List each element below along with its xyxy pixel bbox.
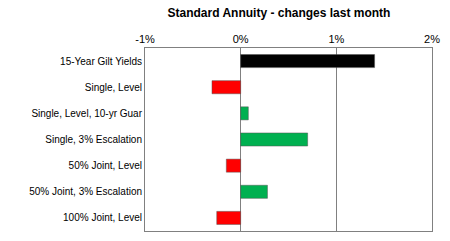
svg-text:1%: 1% bbox=[328, 33, 344, 45]
svg-text:50% Joint, Level: 50% Joint, Level bbox=[69, 160, 142, 171]
svg-text:-1%: -1% bbox=[135, 33, 155, 45]
svg-text:Single, 3% Escalation: Single, 3% Escalation bbox=[45, 134, 142, 145]
svg-text:2%: 2% bbox=[424, 33, 440, 45]
svg-text:15-Year Gilt Yields: 15-Year Gilt Yields bbox=[60, 56, 142, 67]
svg-text:100% Joint, Level: 100% Joint, Level bbox=[63, 212, 142, 223]
svg-text:Single, Level: Single, Level bbox=[85, 82, 142, 93]
svg-text:Standard Annuity - changes las: Standard Annuity - changes last month bbox=[168, 6, 391, 20]
svg-text:0%: 0% bbox=[233, 33, 249, 45]
svg-text:Single, Level, 10-yr Guar: Single, Level, 10-yr Guar bbox=[31, 108, 142, 119]
svg-text:50% Joint, 3% Escalation: 50% Joint, 3% Escalation bbox=[29, 186, 142, 197]
